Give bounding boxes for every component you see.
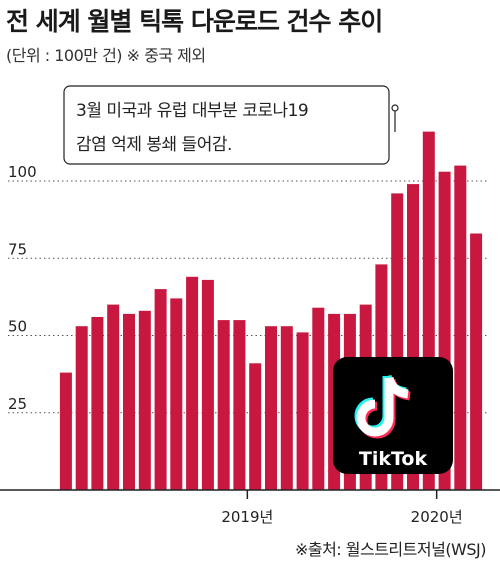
bar <box>138 310 151 490</box>
bar <box>91 317 104 490</box>
bar <box>75 326 88 490</box>
bar <box>201 279 214 490</box>
bar <box>217 320 230 490</box>
callout-line-2: 감염 억제 봉쇄 들어감. <box>76 135 232 155</box>
y-tick-label: 75 <box>8 240 27 258</box>
bar <box>107 304 120 490</box>
bar <box>186 276 199 490</box>
x-tick-label: 2020년 <box>411 508 463 526</box>
y-tick-label: 50 <box>8 318 27 336</box>
chart-title: 전 세계 월별 틱톡 다운로드 건수 추이 <box>6 7 383 36</box>
bar <box>233 320 246 490</box>
bar <box>280 326 293 490</box>
callout-dot <box>391 104 399 112</box>
x-tick-label: 2019년 <box>221 508 273 526</box>
bar <box>59 372 72 490</box>
source-note: ※출처: 월스트리트저널(WSJ) <box>294 540 487 559</box>
bar <box>312 307 325 490</box>
tiktok-logo: TikTok <box>333 357 453 474</box>
bar <box>265 326 277 490</box>
bar <box>296 332 309 490</box>
bar <box>123 313 135 490</box>
callout-box <box>63 85 390 165</box>
x-axis: 2019년 2020년 <box>0 489 500 526</box>
bar <box>154 289 167 490</box>
bar <box>170 298 183 490</box>
callout-line-1: 3월 미국과 유럽 대부분 코로나19 <box>76 101 308 121</box>
tiktok-logo-label: TikTok <box>359 448 428 470</box>
gridlines <box>8 180 488 414</box>
bar <box>454 165 467 490</box>
y-axis-ticks: 25 50 75 100 <box>8 163 37 413</box>
y-tick-label: 25 <box>8 395 27 413</box>
bar <box>470 233 483 490</box>
annotation-callout: 3월 미국과 유럽 대부분 코로나19 감염 억제 봉쇄 들어감. <box>63 85 399 165</box>
bar <box>249 363 262 490</box>
y-tick-label: 100 <box>8 163 37 181</box>
chart-subtitle: (단위 : 100만 건) ※ 중국 제외 <box>6 46 206 65</box>
tiktok-note-icon <box>354 374 411 439</box>
